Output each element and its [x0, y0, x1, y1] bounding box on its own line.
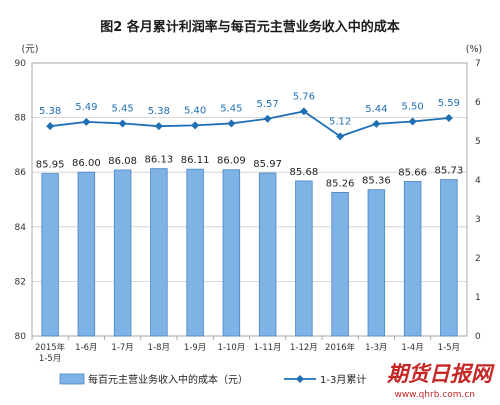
bar — [222, 169, 241, 337]
bar-value-label: 85.66 — [398, 167, 427, 178]
bar-value-label: 85.95 — [36, 160, 65, 171]
bar-value-label: 86.11 — [181, 155, 210, 166]
bar — [367, 189, 386, 337]
bar-value-label: 86.09 — [217, 156, 246, 167]
line-value-label: 5.38 — [39, 106, 61, 117]
line-value-label: 5.12 — [329, 116, 351, 127]
line-value-label: 5.44 — [365, 104, 387, 115]
line-point — [191, 121, 200, 130]
chart-legend: 每百元主营业务收入中的成本（元） 1-3月累计 — [59, 373, 366, 386]
x-tick-label: 1-3月 — [365, 343, 387, 353]
x-tick-label: 2016年 — [325, 342, 356, 353]
x-tick-label: 1-11月 — [254, 343, 282, 353]
line-value-label: 5.50 — [401, 102, 423, 113]
x-tick-label: 1-8月 — [148, 343, 170, 353]
line-point — [299, 107, 308, 116]
line-value-label: 5.40 — [184, 105, 206, 116]
watermark: 期货日报网 www.qhrb.com.cn — [386, 361, 495, 400]
line-value-label: 5.45 — [111, 103, 133, 114]
line-point — [82, 117, 91, 126]
line-value-label: 5.49 — [75, 102, 97, 113]
bar-series — [41, 168, 458, 337]
legend-bar-swatch — [59, 373, 85, 385]
bar-value-label: 86.00 — [72, 158, 101, 169]
legend-line-marker — [296, 375, 304, 383]
line-point — [336, 132, 345, 141]
x-tick-label: 1-10月 — [217, 343, 245, 353]
x-tick-label: 1-6月 — [75, 343, 97, 353]
bar — [113, 169, 132, 337]
bar — [41, 173, 59, 337]
right-tick-label: 5 — [475, 137, 481, 147]
grid-lines — [31, 62, 468, 337]
line-point — [372, 119, 381, 128]
line-value-label: 5.45 — [220, 103, 242, 114]
bar-value-label: 85.73 — [435, 166, 464, 177]
bar — [258, 172, 277, 337]
line-point — [263, 114, 272, 123]
right-tick-label: 1 — [475, 293, 481, 303]
bar-value-label: 85.68 — [290, 167, 319, 178]
line-point — [408, 117, 417, 126]
right-tick-label: 0 — [475, 332, 481, 342]
bar-value-label: 85.36 — [362, 176, 391, 187]
right-tick-label: 2 — [475, 254, 481, 264]
line-point — [118, 119, 127, 128]
chart-title: 图2 各月累计利润率与每百元主营业务收入中的成本 — [100, 19, 400, 35]
x-tick-label: 1-4月 — [401, 343, 423, 353]
left-tick-label: 84 — [15, 223, 27, 233]
x-tick-label: 1-5月 — [39, 354, 61, 364]
legend-line-label: 1-3月累计 — [320, 373, 366, 386]
x-tick-label: 2015年 — [35, 342, 66, 353]
line-value-label: 5.59 — [438, 98, 460, 109]
bar-value-label: 86.08 — [108, 156, 137, 167]
bar — [403, 181, 422, 337]
line-path — [50, 110, 449, 138]
watermark-url: www.qhrb.com.cn — [394, 390, 475, 400]
left-tick-label: 82 — [15, 277, 26, 287]
bar-value-label: 85.97 — [253, 159, 282, 170]
line-point — [154, 122, 163, 131]
bar — [331, 192, 349, 337]
line-point — [227, 119, 236, 128]
x-tick-label: 1-9月 — [184, 343, 206, 353]
bar — [295, 180, 313, 337]
right-tick-label: 4 — [475, 176, 481, 186]
bar — [150, 168, 168, 337]
bar-value-label: 85.26 — [326, 178, 355, 189]
watermark-text: 期货日报网 — [386, 361, 495, 386]
left-tick-label: 86 — [15, 168, 27, 178]
line-point — [46, 122, 55, 131]
left-tick-label: 88 — [15, 114, 27, 124]
x-tick-label: 1-12月 — [290, 343, 318, 353]
left-axis-ticks: 80 82 84 86 88 90 — [15, 59, 27, 342]
line-series — [46, 107, 453, 141]
line-value-label: 5.57 — [256, 99, 278, 110]
left-tick-label: 90 — [15, 59, 27, 69]
right-axis-ticks: 0 1 2 3 4 5 6 7 — [475, 59, 481, 342]
x-tick-label: 1-5月 — [438, 343, 460, 353]
left-axis-unit: (元) — [22, 44, 39, 55]
bar — [186, 168, 204, 337]
right-axis-unit: (%) — [466, 44, 482, 55]
bar-value-label: 86.13 — [145, 155, 174, 166]
right-tick-label: 3 — [475, 215, 481, 225]
line-value-labels: 5.38 5.49 5.45 5.38 5.40 5.45 5.57 5.76 5.12 5.44… — [39, 91, 460, 127]
right-tick-label: 7 — [475, 59, 481, 69]
x-tick-label: 1-7月 — [111, 343, 133, 353]
bar — [77, 171, 96, 337]
line-point — [444, 113, 453, 122]
left-tick-label: 80 — [15, 332, 27, 342]
right-tick-label: 6 — [475, 98, 481, 108]
bar — [440, 179, 458, 337]
legend-bar-label: 每百元主营业务收入中的成本（元） — [88, 373, 248, 386]
bar-value-labels: 85.95 86.00 86.08 86.13 86.11 86.09 85.97 85.68… — [36, 155, 463, 190]
line-value-label: 5.76 — [293, 91, 315, 102]
line-value-label: 5.38 — [148, 106, 170, 117]
